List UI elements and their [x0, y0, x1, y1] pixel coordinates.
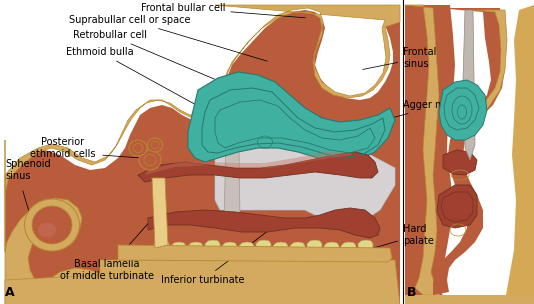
Ellipse shape — [147, 138, 162, 152]
Polygon shape — [405, 295, 534, 304]
Ellipse shape — [38, 223, 56, 237]
Polygon shape — [222, 242, 237, 260]
Polygon shape — [273, 242, 288, 260]
Polygon shape — [145, 152, 352, 175]
Text: Retrobullar cell: Retrobullar cell — [73, 30, 249, 94]
Ellipse shape — [32, 206, 72, 244]
Polygon shape — [433, 8, 505, 295]
Polygon shape — [188, 242, 203, 260]
Text: Hard
palate: Hard palate — [363, 224, 434, 251]
Polygon shape — [118, 245, 392, 262]
Polygon shape — [324, 242, 339, 260]
Polygon shape — [341, 242, 356, 260]
Polygon shape — [5, 260, 400, 304]
Polygon shape — [138, 152, 378, 182]
Ellipse shape — [139, 150, 161, 170]
Polygon shape — [5, 5, 400, 195]
Polygon shape — [148, 208, 380, 238]
Text: Agger nasi cell: Agger nasi cell — [358, 100, 475, 127]
Text: B: B — [407, 286, 417, 299]
Text: Frontal
sinus: Frontal sinus — [363, 47, 436, 69]
Text: Basal lamella
of middle turbinate: Basal lamella of middle turbinate — [60, 212, 158, 281]
Polygon shape — [439, 80, 487, 140]
Polygon shape — [215, 80, 395, 225]
Polygon shape — [152, 178, 168, 248]
Polygon shape — [307, 240, 322, 260]
Polygon shape — [171, 242, 186, 260]
Polygon shape — [358, 240, 373, 260]
Polygon shape — [405, 5, 455, 300]
Polygon shape — [506, 5, 534, 300]
Polygon shape — [5, 10, 400, 304]
Text: Sphenoid
sinus: Sphenoid sinus — [5, 159, 51, 181]
Text: Posterior
ethmoid cells: Posterior ethmoid cells — [30, 137, 96, 159]
Text: A: A — [5, 286, 14, 299]
Text: Frontal bullar cell: Frontal bullar cell — [141, 3, 305, 18]
Polygon shape — [256, 240, 271, 260]
Polygon shape — [405, 5, 440, 295]
Ellipse shape — [25, 199, 80, 251]
Polygon shape — [239, 242, 254, 260]
Polygon shape — [290, 242, 305, 260]
Polygon shape — [205, 240, 220, 260]
Polygon shape — [463, 10, 475, 160]
Polygon shape — [154, 240, 169, 260]
Polygon shape — [5, 140, 105, 304]
Text: Ethmoid bulla: Ethmoid bulla — [66, 47, 235, 127]
Text: Inferior turbinate: Inferior turbinate — [161, 220, 283, 285]
Polygon shape — [470, 10, 507, 150]
Ellipse shape — [129, 140, 147, 156]
Polygon shape — [188, 72, 395, 162]
Polygon shape — [437, 185, 477, 228]
Polygon shape — [443, 150, 477, 175]
Polygon shape — [224, 75, 240, 225]
Text: Suprabullar cell or space: Suprabullar cell or space — [69, 15, 268, 61]
